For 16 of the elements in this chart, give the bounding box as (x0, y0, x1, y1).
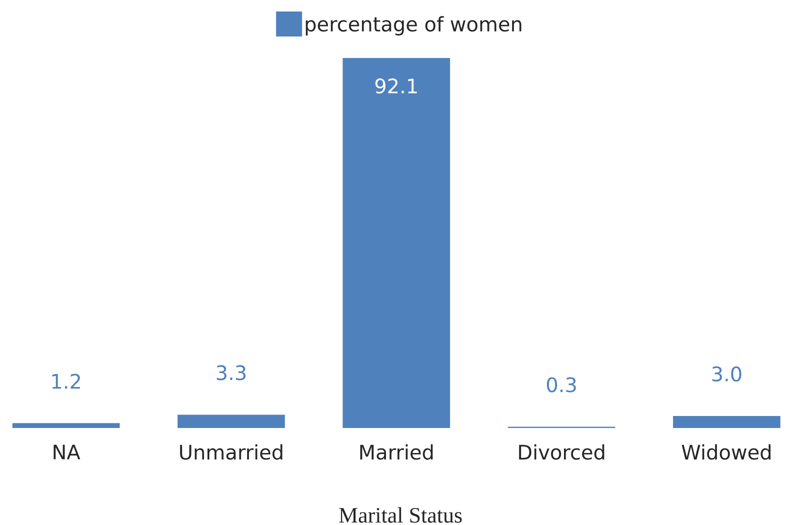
data-label: 3.0 (712, 366, 742, 382)
x-tick-label: NA (54, 444, 80, 460)
bar (12, 423, 120, 428)
data-label: 92.1 (375, 78, 417, 94)
x-tick-label: Divorced (519, 444, 604, 460)
bar (673, 416, 780, 428)
bar (342, 58, 450, 428)
data-label: 1.2 (52, 374, 80, 389)
x-axis-title: Marital Status (339, 507, 462, 523)
data-label: 0.3 (546, 377, 576, 392)
x-tick-label: Widowed (682, 444, 770, 460)
legend-label: percentage of women (306, 16, 522, 36)
x-tick-label: Unmarried (180, 444, 282, 460)
bar (178, 414, 285, 428)
data-label: 3.3 (216, 365, 246, 380)
x-tick-label: Married (360, 444, 433, 460)
